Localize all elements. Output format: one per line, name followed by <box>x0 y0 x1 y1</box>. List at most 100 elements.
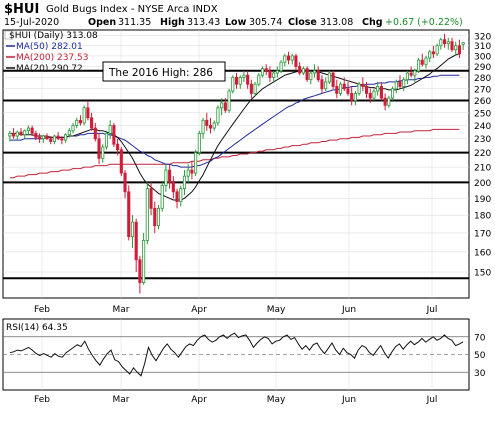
candle-body <box>208 125 213 129</box>
price-x-tick-label: May <box>267 305 286 315</box>
rsi-label: RSI(14) 64.35 <box>6 323 68 333</box>
candle-body <box>190 169 194 174</box>
candle <box>56 132 60 141</box>
candle <box>443 33 447 48</box>
rsi-x-tick-label: May <box>267 395 286 405</box>
price-x-tick-label: Apr <box>191 305 207 315</box>
close-value: 313.08 <box>320 17 353 28</box>
price-y-tick-label: 210 <box>474 164 491 174</box>
candle-body <box>435 45 439 55</box>
candle-body <box>186 169 190 177</box>
candle <box>405 70 409 85</box>
open-label: Open <box>88 17 116 28</box>
candle <box>301 66 305 76</box>
candle-body <box>387 97 391 106</box>
rsi-x-tick-label: Apr <box>191 395 207 405</box>
candle-body <box>108 125 112 134</box>
candle-body <box>104 132 109 148</box>
candle-body <box>298 66 302 74</box>
candle-body <box>446 41 450 45</box>
candle-body <box>205 119 209 126</box>
annotation-2016-high: The 2016 High: 286 <box>102 61 226 82</box>
candle-body <box>227 90 231 111</box>
candle <box>19 128 23 137</box>
candle <box>353 91 357 106</box>
low-value: 305.74 <box>249 17 282 28</box>
candle-body <box>90 117 94 129</box>
candle-body <box>338 83 343 94</box>
candle <box>409 66 413 78</box>
candle-body <box>424 57 428 65</box>
candle-body <box>457 45 461 55</box>
candle-body <box>34 132 38 138</box>
rsi-line-group <box>9 332 464 377</box>
candle-body <box>82 107 86 124</box>
candle-body <box>279 61 283 72</box>
legend-ma20: MA(20) 290.72 <box>16 64 83 74</box>
price-y-tick-label: 250 <box>474 109 491 119</box>
close-label: Close <box>288 17 317 28</box>
candle <box>390 86 395 101</box>
candle <box>387 95 391 108</box>
candle-body <box>153 207 157 227</box>
candle-body <box>171 181 175 193</box>
low-label: Low <box>225 17 247 28</box>
candle <box>134 218 138 273</box>
rsi-x-tick-label: Jun <box>341 395 356 405</box>
candle-body <box>168 169 172 183</box>
candle <box>420 53 424 67</box>
candle-body <box>368 93 372 99</box>
candle <box>205 112 209 131</box>
candle <box>186 164 190 183</box>
candle-body <box>312 70 317 74</box>
high-value: 313.43 <box>187 17 220 28</box>
candle-body <box>175 191 179 203</box>
candle <box>190 161 194 180</box>
candle <box>227 88 231 113</box>
candle-body <box>26 127 30 132</box>
candle-body <box>257 74 261 85</box>
price-y-tick-label: 260 <box>474 97 491 107</box>
rsi-y-tick-label: 50 <box>474 351 486 361</box>
candle-body <box>12 132 16 137</box>
candle <box>435 43 439 56</box>
candle <box>272 70 276 82</box>
candle <box>264 64 268 76</box>
candle-body <box>86 107 90 119</box>
price-y-tick-label: 220 <box>474 149 491 159</box>
legend-ma200: MA(200) 237.53 <box>16 53 88 63</box>
candle <box>123 170 127 199</box>
candle <box>108 120 112 139</box>
candle <box>119 146 123 177</box>
candle <box>71 122 75 134</box>
candle <box>457 39 461 58</box>
rsi-x-tick-labels: Feb Mar Apr May Jun Jul <box>34 395 437 405</box>
symbol-title: $HUI <box>4 2 39 17</box>
candle <box>357 81 361 96</box>
candle-body <box>309 72 313 81</box>
candle <box>101 144 105 163</box>
candle-body <box>286 55 291 61</box>
candle <box>283 53 287 67</box>
candle <box>41 134 45 143</box>
candle-body <box>138 259 142 283</box>
candle <box>350 86 354 106</box>
candle-body <box>383 97 387 106</box>
price-x-tick-label: Jul <box>426 305 438 315</box>
candle <box>179 185 183 207</box>
candle-body <box>127 191 131 238</box>
candle-body <box>41 135 45 140</box>
candle-body <box>246 74 250 85</box>
candle <box>402 77 406 92</box>
price-y-tick-label: 270 <box>474 85 491 95</box>
candle-body <box>301 68 305 74</box>
candle-body <box>249 83 253 94</box>
candle-body <box>197 132 201 154</box>
candle-body <box>290 55 294 61</box>
candle <box>268 66 272 82</box>
candle <box>260 66 265 78</box>
candle-body <box>238 77 242 85</box>
candle <box>64 133 68 143</box>
candle <box>290 53 294 65</box>
